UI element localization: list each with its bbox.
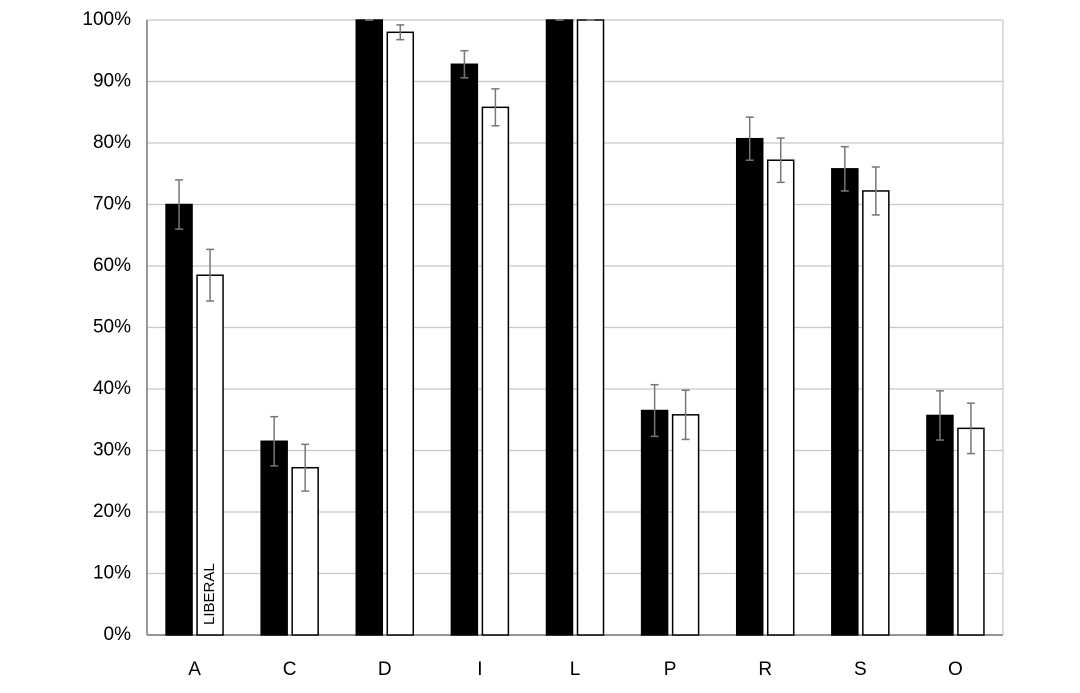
bar [260,440,288,636]
x-tick-label: D [378,659,392,680]
x-tick-label: P [664,659,677,680]
bar [165,203,193,636]
bar [386,31,415,636]
error-bar [935,390,944,441]
y-tick-label: 70% [93,194,131,215]
x-tick-label: L [570,659,581,680]
y-tick-label: 40% [93,378,131,399]
error-bar [840,145,849,192]
error-bar [966,402,975,455]
error-bar [460,50,469,79]
x-tick-label: O [948,659,963,680]
y-tick-label: 60% [93,255,131,276]
y-tick-label: 30% [93,440,131,461]
error-bar [650,383,659,438]
bar [766,159,795,636]
x-tick-label: R [758,659,772,680]
bar [671,414,700,636]
error-bar [776,137,785,184]
legend-label: STRICT [170,571,187,625]
error-bar [206,248,215,302]
bar [291,466,319,636]
y-tick-label: 90% [93,71,131,92]
bar [576,19,605,636]
x-tick-label: I [477,659,482,680]
y-tick-label: 80% [93,132,131,153]
y-tick-label: 0% [104,624,132,645]
y-tick-label: 50% [93,317,131,338]
error-bar [745,116,754,161]
bar [545,19,574,636]
bar [450,63,479,636]
error-bar [301,443,310,492]
error-bar [270,415,279,467]
error-bar [491,88,500,127]
error-bar [396,24,405,41]
error-bar [175,179,184,230]
bar [640,409,669,636]
bar [196,274,224,636]
bar [957,427,985,636]
error-bar [681,389,690,441]
bar [735,137,764,636]
y-tick-label: 10% [93,563,131,584]
x-tick-label: S [854,659,867,680]
y-tick-label: 20% [93,501,131,522]
bar [926,414,954,636]
x-tick-label: C [283,659,297,680]
legend-label: LIBERAL [201,563,218,625]
bar [355,19,384,636]
bar [481,106,510,636]
bar [862,190,890,636]
x-tick-label: A [188,659,201,680]
error-bar [871,166,880,216]
y-tick-label: 100% [82,9,131,30]
bar [831,168,859,636]
